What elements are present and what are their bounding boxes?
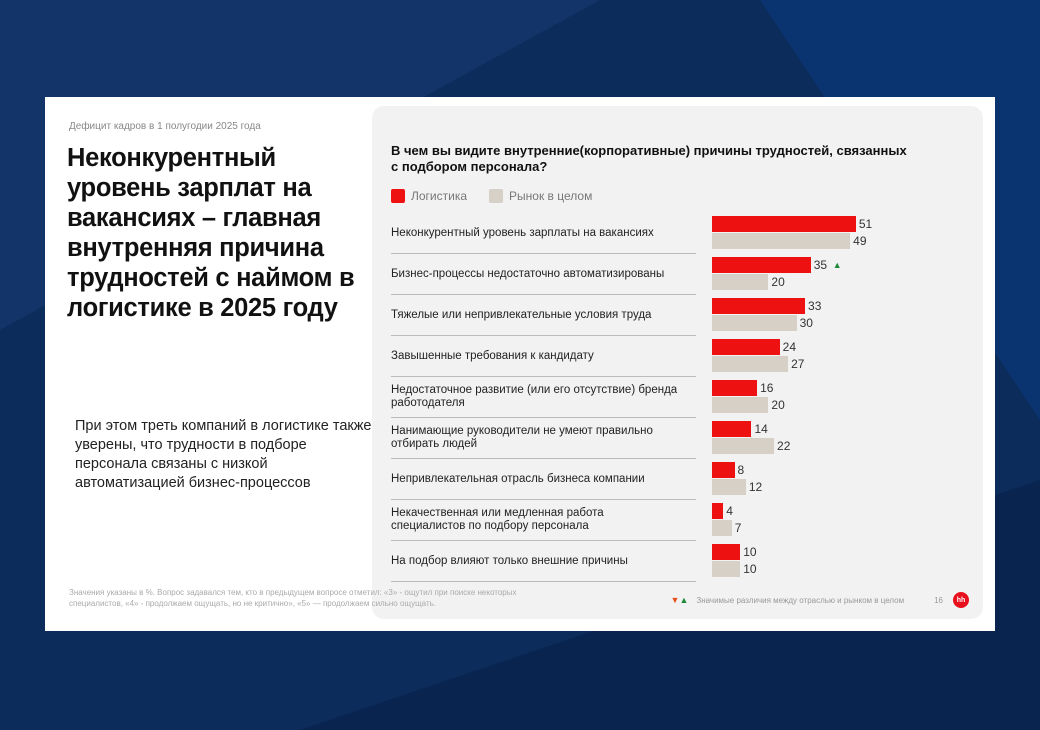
bar-market (712, 315, 797, 331)
value-label: 14 (754, 422, 768, 436)
chart-row: Бизнес-процессы недостаточно автоматизир… (391, 254, 842, 295)
value-label: 24 (782, 340, 797, 354)
legend-logistics: Логистика (411, 189, 468, 203)
category-label: Завышенные требования к кандидату (391, 349, 594, 362)
value-label: 7 (734, 521, 742, 535)
value-label: 20 (771, 398, 785, 412)
footnote: Значения указаны в %. Вопрос задавался т… (69, 588, 517, 608)
bar-logistics (712, 339, 780, 355)
value-label: 8 (737, 463, 745, 477)
bar-market (712, 356, 789, 372)
bar-logistics (712, 216, 856, 232)
category-label: Неконкурентный уровень зарплаты на вакан… (391, 226, 654, 239)
category-label: Некачественная или медленная работа спец… (391, 507, 604, 532)
chart-row: Некачественная или медленная работа спец… (391, 500, 741, 541)
chart-row: Завышенные требования к кандидату 24 27 (391, 336, 804, 377)
bar-logistics (712, 380, 758, 396)
chart-row: Нанимающие руководители не умеют правиль… (391, 418, 790, 459)
bar-market (712, 233, 851, 249)
bar-logistics (712, 462, 735, 478)
kicker: Дефицит кадров в 1 полугодии 2025 года (69, 121, 261, 132)
bar-logistics (712, 257, 811, 273)
slide: Дефицит кадров в 1 полугодии 2025 года Н… (45, 97, 995, 631)
chart-title: В чем вы видите внутренние(корпоративные… (391, 143, 907, 174)
significance-legend: Значимые различия между отраслью и рынко… (696, 595, 905, 605)
footer: ▼▲ Значимые различия между отраслью и ры… (671, 592, 969, 608)
value-label: 12 (748, 480, 763, 494)
chart-row: На подбор влияют только внешние причины 1… (391, 541, 757, 582)
significant-up-icon: ▲ (832, 260, 842, 270)
chart-row: Недостаточное развитие (или его отсутств… (391, 377, 785, 418)
slide-subtitle: При этом треть компаний в логистике такж… (75, 418, 372, 491)
value-label: 49 (853, 234, 867, 248)
significance-icon: ▼▲ (670, 595, 689, 605)
category-label: Непривлекательная отрасль бизнеса компан… (391, 472, 645, 485)
hh-logo: hh (953, 592, 969, 608)
value-label: 35 (813, 258, 828, 272)
page-number: 16 (934, 595, 943, 605)
bar-logistics (712, 544, 741, 560)
bar-logistics (712, 503, 724, 519)
category-label: На подбор влияют только внешние причины (391, 554, 628, 567)
bar-market (712, 274, 769, 290)
bar-market (712, 397, 769, 413)
value-label: 4 (726, 504, 733, 518)
value-label: 33 (808, 299, 822, 313)
category-label: Тяжелые или непривлекательные условия тр… (391, 308, 652, 321)
value-label: 10 (743, 545, 757, 559)
category-label: Нанимающие руководители не умеют правиль… (391, 425, 653, 450)
bar-logistics (712, 421, 752, 437)
value-label: 22 (777, 439, 791, 453)
bar-market (712, 438, 775, 454)
slide-title: Неконкурентный уровень зарплат на ваканс… (67, 144, 355, 322)
legend-swatch-market (489, 189, 504, 203)
bar-market (712, 561, 741, 577)
chart-row: Неконкурентный уровень зарплаты на вакан… (391, 213, 872, 254)
legend-market: Рынок в целом (509, 189, 593, 203)
chart-panel: В чем вы видите внутренние(корпоративные… (372, 106, 983, 619)
value-label: 20 (771, 275, 785, 289)
chart-row: Тяжелые или непривлекательные условия тр… (391, 295, 821, 336)
legend-swatch-logistics (391, 189, 405, 203)
value-label: 27 (791, 357, 805, 371)
value-label: 51 (858, 217, 873, 231)
bar-logistics (712, 298, 806, 314)
category-label: Недостаточное развитие (или его отсутств… (391, 384, 678, 409)
bar-market (712, 479, 746, 495)
chart-row: Непривлекательная отрасль бизнеса компан… (391, 459, 762, 500)
category-label: Бизнес-процессы недостаточно автоматизир… (391, 267, 665, 280)
value-label: 30 (799, 316, 813, 330)
value-label: 16 (760, 381, 774, 395)
bar-market (712, 520, 732, 536)
value-label: 10 (743, 562, 757, 576)
legend: Логистика Рынок в целом (391, 189, 592, 203)
